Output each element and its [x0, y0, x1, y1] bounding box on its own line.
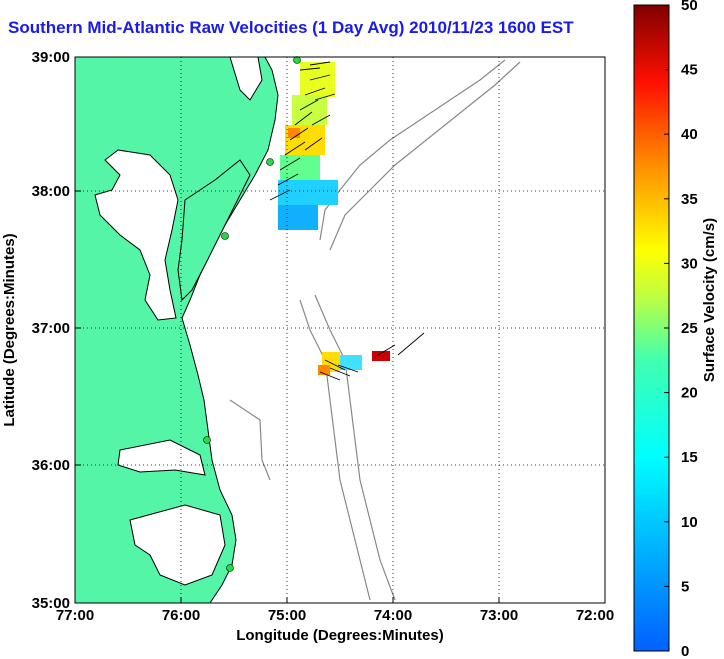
- velocity-field-north: [269, 61, 338, 230]
- station-marker: [221, 232, 229, 240]
- map-title: Southern Mid-Atlantic Raw Velocities (1 …: [8, 18, 574, 37]
- colorbar-tick: 30: [681, 255, 698, 272]
- velocity-field-south: [318, 332, 425, 381]
- colorbar-tick: 35: [681, 191, 698, 208]
- x-tick-label: 73:00: [480, 607, 518, 624]
- x-tick-label: 72:00: [576, 607, 614, 624]
- plot-frame: [74, 56, 606, 604]
- axis-ticks: [75, 190, 500, 603]
- station-marker: [203, 436, 211, 444]
- x-tick-label: 74:00: [374, 607, 412, 624]
- delmarva-inner: [177, 159, 251, 302]
- colorbar-tick: 40: [681, 126, 698, 143]
- colorbar-tick: 50: [681, 0, 698, 14]
- grid-lines: [75, 57, 605, 603]
- x-tick-label: 75:00: [268, 607, 306, 624]
- colorbar-tick: 10: [681, 514, 698, 531]
- station-marker: [226, 564, 234, 572]
- colorbar: [633, 4, 670, 652]
- colorbar-tick: 5: [681, 578, 689, 595]
- y-tick-label: 38:00: [32, 183, 70, 200]
- colorbar-tick: 45: [681, 62, 698, 79]
- y-tick-label: 36:00: [32, 457, 70, 474]
- colorbar-ticks: [664, 4, 669, 587]
- albemarle-sound: [117, 439, 206, 476]
- colorbar-tick: 20: [681, 385, 698, 402]
- colorbar-label: Surface Velocity (cm/s): [701, 218, 718, 382]
- chesapeake-bay: [94, 149, 179, 321]
- delaware-bay: [229, 57, 263, 101]
- station-marker: [266, 158, 274, 166]
- y-tick-label: 37:00: [32, 320, 70, 337]
- y-tick-label: 35:00: [32, 595, 70, 612]
- x-tick-label: 76:00: [162, 607, 200, 624]
- x-axis-label: Longitude (Degrees:Minutes): [236, 627, 444, 644]
- station-marker: [293, 56, 301, 64]
- hf-radar-stations: [203, 56, 301, 572]
- colorbar-tick: 25: [681, 320, 698, 337]
- pamlico-sound: [129, 504, 226, 586]
- y-axis-label: Latitude (Degrees:Minutes): [1, 233, 18, 426]
- colorbar-tick: 15: [681, 449, 698, 466]
- y-tick-label: 39:00: [32, 49, 70, 66]
- x-tick-label: 77:00: [56, 607, 94, 624]
- colorbar-tick: 0: [681, 643, 689, 659]
